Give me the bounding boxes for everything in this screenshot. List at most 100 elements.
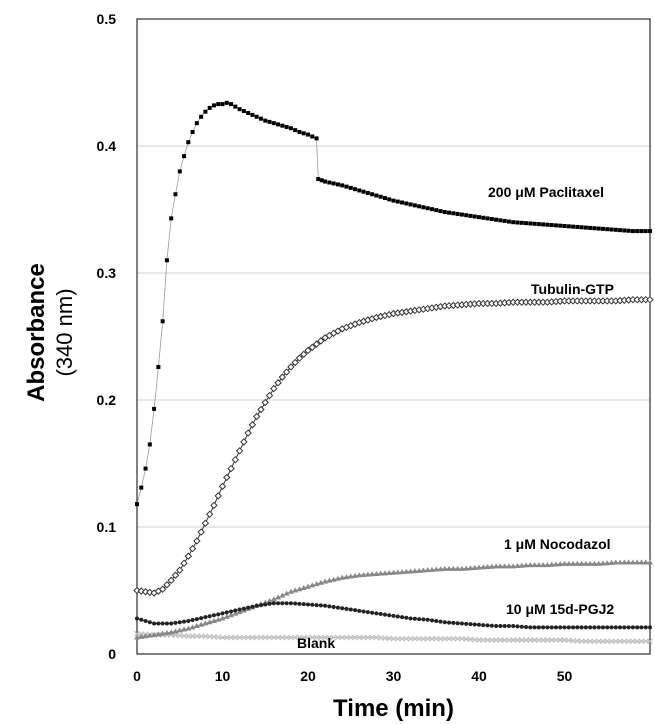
data-point — [223, 473, 231, 482]
data-point — [360, 634, 367, 641]
data-point — [399, 569, 406, 575]
data-point — [280, 123, 285, 128]
data-point — [369, 634, 376, 641]
data-point — [497, 563, 504, 569]
data-point — [198, 621, 205, 627]
data-point — [476, 637, 482, 643]
data-point — [417, 617, 422, 622]
data-point — [356, 572, 363, 578]
data-point — [163, 630, 170, 636]
data-point — [404, 615, 409, 620]
data-point — [323, 179, 328, 184]
data-point — [485, 216, 490, 221]
data-point — [343, 574, 350, 580]
data-point — [301, 602, 306, 607]
data-point — [295, 354, 304, 362]
data-point — [531, 637, 538, 643]
data-point — [203, 109, 208, 114]
data-point — [621, 559, 628, 565]
data-point — [609, 227, 614, 232]
data-point — [489, 623, 494, 628]
data-point — [262, 634, 269, 641]
data-point — [177, 620, 182, 625]
data-point — [288, 126, 293, 131]
data-point — [514, 637, 521, 643]
data-point — [215, 616, 222, 622]
data-point — [382, 612, 387, 617]
data-point — [595, 560, 602, 566]
data-point — [540, 562, 547, 568]
data-point — [484, 637, 491, 643]
x-tick-label: 20 — [300, 668, 316, 684]
data-point — [629, 638, 636, 645]
data-point — [309, 582, 316, 588]
data-point — [339, 634, 346, 641]
data-point — [233, 608, 238, 613]
data-point — [454, 635, 461, 642]
data-point — [228, 612, 235, 618]
data-point — [160, 319, 165, 324]
data-point — [562, 224, 567, 229]
data-point — [613, 625, 618, 630]
data-point — [599, 560, 606, 566]
data-point — [237, 607, 242, 612]
data-point — [647, 559, 653, 565]
data-point — [622, 625, 627, 630]
data-point — [193, 537, 201, 545]
data-point — [348, 607, 353, 612]
data-point — [625, 638, 632, 645]
data-point — [498, 218, 503, 223]
data-point — [297, 601, 302, 606]
data-point — [442, 620, 447, 625]
data-point — [317, 337, 325, 345]
data-point — [421, 617, 426, 622]
plot-area — [136, 18, 651, 655]
data-point — [416, 635, 423, 642]
data-point — [314, 603, 319, 608]
data-point — [395, 614, 400, 619]
data-point — [296, 634, 303, 641]
data-point — [587, 638, 594, 645]
data-point — [476, 564, 482, 570]
data-point — [261, 398, 269, 407]
data-point — [528, 221, 533, 226]
data-point — [182, 619, 187, 624]
data-point — [438, 209, 443, 214]
data-point — [203, 615, 208, 620]
data-point — [190, 618, 195, 623]
data-point — [408, 616, 413, 621]
data-point — [287, 588, 294, 594]
series-label: Tubulin-GTP — [531, 281, 614, 297]
data-point — [220, 611, 225, 616]
data-point — [331, 605, 336, 610]
data-point — [428, 566, 435, 572]
data-point — [316, 177, 321, 182]
data-point — [638, 559, 645, 565]
data-point — [477, 215, 481, 220]
data-point — [156, 621, 161, 626]
series-0 — [135, 100, 652, 507]
data-point — [275, 634, 281, 641]
data-point — [420, 635, 427, 642]
data-point — [210, 617, 217, 623]
data-point — [180, 559, 188, 567]
data-point — [505, 563, 512, 569]
data-point — [648, 625, 652, 630]
data-point — [236, 609, 243, 615]
data-point — [583, 625, 588, 630]
data-point — [394, 569, 401, 575]
data-point — [182, 154, 187, 159]
data-point — [493, 637, 500, 643]
data-point — [635, 625, 640, 630]
data-point — [369, 571, 376, 577]
data-point — [189, 633, 196, 640]
data-point — [412, 616, 417, 621]
data-point — [267, 601, 272, 606]
data-point — [296, 586, 303, 592]
data-point — [194, 121, 199, 126]
data-point — [622, 228, 627, 233]
data-point — [240, 438, 248, 446]
data-point — [570, 560, 577, 566]
data-point — [173, 192, 178, 197]
